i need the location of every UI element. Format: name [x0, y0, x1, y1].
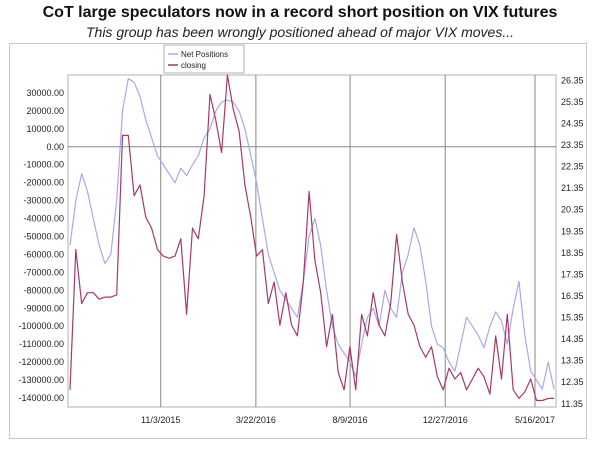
y-left-tick-label: -140000.00 [18, 393, 64, 403]
y-right-tick-label: 23.35 [561, 140, 584, 150]
y-left-tick-label: -60000.00 [23, 249, 64, 259]
y-right-tick-label: 12.35 [561, 377, 584, 387]
y-right-tick-label: 19.35 [561, 226, 584, 236]
legend-label: closing [181, 61, 206, 70]
closing-series-line [69, 74, 554, 402]
legend-box [163, 44, 245, 74]
y-right-tick-label: 11.35 [561, 399, 583, 409]
y-right-tick-label: 21.35 [561, 183, 584, 193]
y-left-tick-label: -30000.00 [23, 196, 64, 206]
x-tick-label: 3/22/2016 [236, 415, 276, 425]
y-left-tick-label: -10000.00 [23, 160, 64, 170]
y-left-tick-label: -120000.00 [18, 357, 64, 367]
legend-label: Net Positions [181, 50, 228, 59]
x-tick-label: 5/16/2017 [515, 415, 555, 425]
chart-subtitle: This group has been wrongly positioned a… [85, 24, 515, 40]
y-right-tick-label: 24.35 [561, 119, 584, 129]
net-positions-series-line [69, 77, 555, 390]
y-right-tick-label: 22.35 [561, 162, 584, 172]
y-right-tick-label: 18.35 [561, 248, 584, 258]
x-tick-label: 12/27/2016 [423, 415, 468, 425]
y-right-tick-label: 26.35 [561, 75, 584, 85]
y-right-tick-label: 14.35 [561, 334, 584, 344]
y-right-tick-label: 13.35 [561, 356, 584, 366]
y-left-tick-label: -100000.00 [18, 321, 64, 331]
y-right-tick-label: 20.35 [561, 205, 584, 215]
y-left-tick-label: 20000.00 [26, 106, 64, 116]
y-left-tick-label: -40000.00 [23, 214, 64, 224]
y-right-tick-label: 17.35 [561, 269, 584, 279]
y-left-tick-label: -110000.00 [19, 339, 64, 349]
y-right-tick-label: 15.35 [561, 313, 584, 323]
y-right-tick-label: 16.35 [561, 291, 584, 301]
y-left-tick-label: -80000.00 [23, 285, 64, 295]
y-left-tick-label: -90000.00 [23, 303, 64, 313]
y-left-tick-label: 0.00 [46, 142, 64, 152]
x-tick-label: 11/3/2015 [141, 415, 180, 425]
y-left-tick-label: -70000.00 [23, 267, 64, 277]
y-left-tick-label: -20000.00 [23, 178, 64, 188]
y-left-tick-label: 30000.00 [26, 88, 64, 98]
y-left-tick-label: -50000.00 [23, 232, 64, 242]
plot-area [67, 74, 557, 408]
y-left-tick-label: 10000.00 [26, 124, 64, 134]
y-left-tick-label: -130000.00 [18, 375, 64, 385]
y-right-tick-label: 25.35 [561, 97, 584, 107]
chart-title: CoT large speculators now in a record sh… [42, 4, 558, 21]
chart-frame [9, 43, 587, 439]
x-tick-label: 8/9/2016 [333, 415, 368, 425]
